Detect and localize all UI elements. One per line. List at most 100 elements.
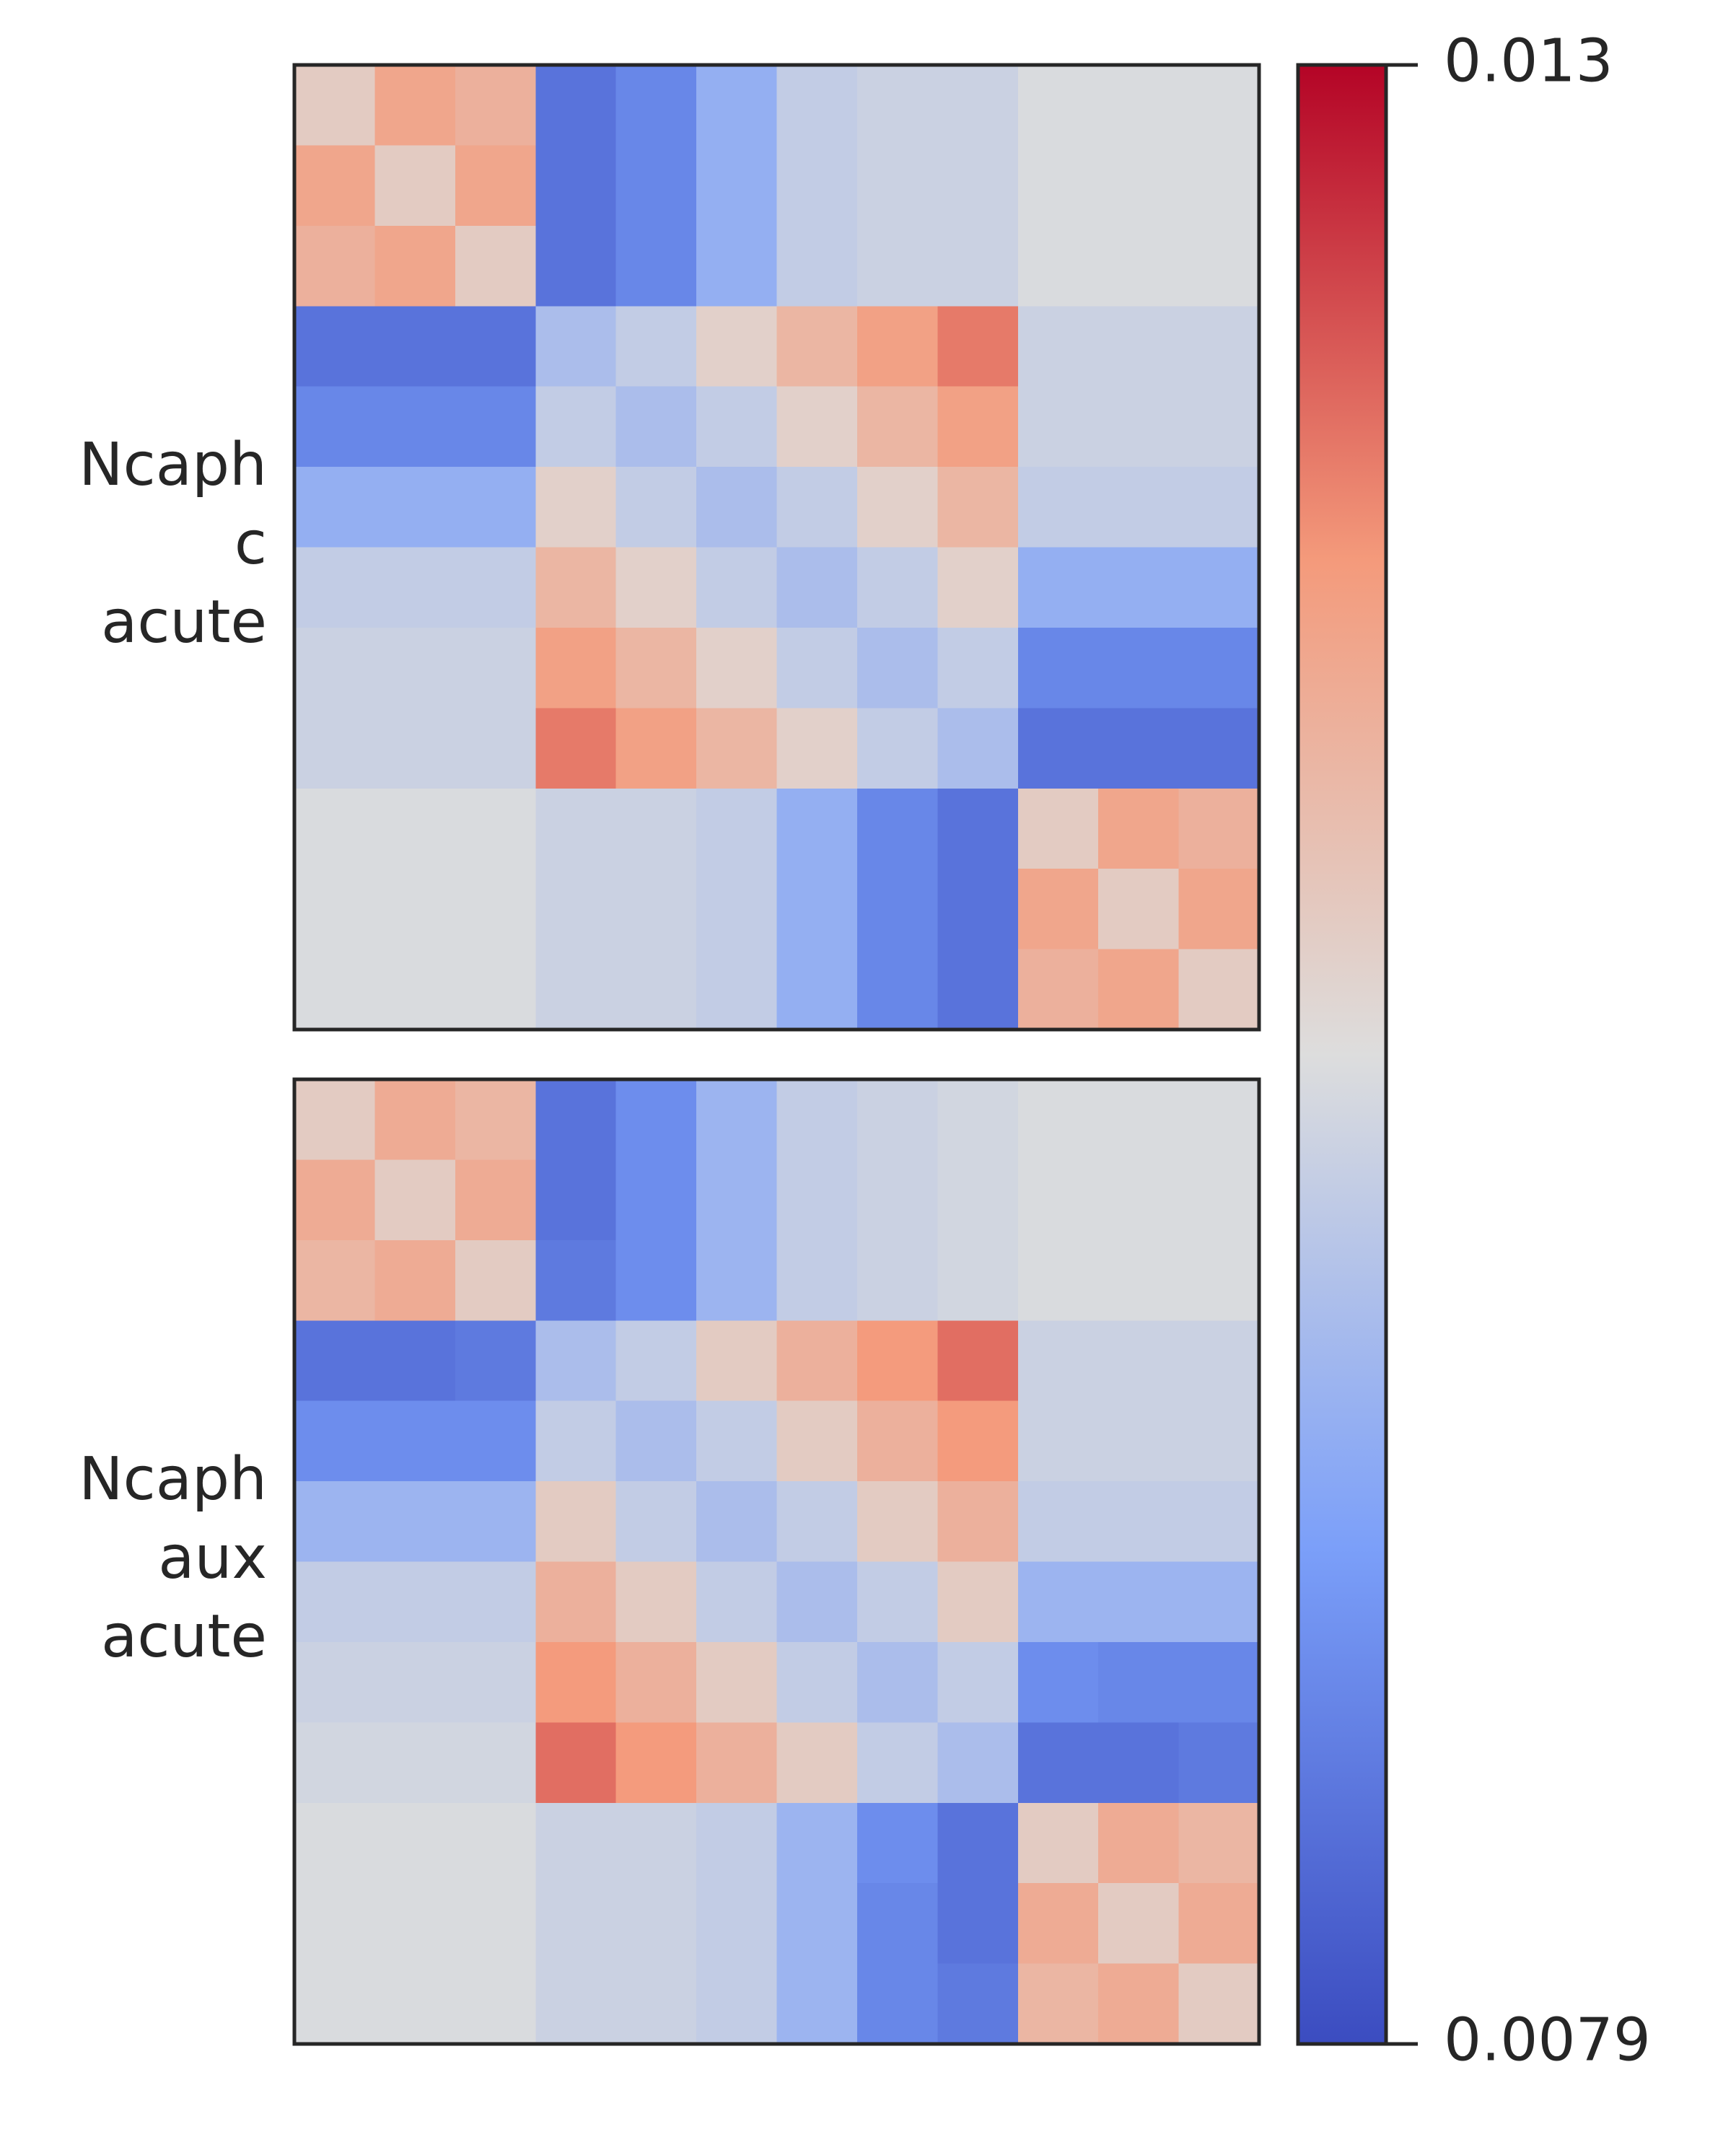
heatmap-cell	[535, 1159, 617, 1241]
heatmap-cell	[696, 225, 778, 307]
heatmap-cell	[1178, 1159, 1260, 1241]
panel-frame	[292, 63, 1261, 1032]
heatmap-cell	[1017, 1400, 1099, 1482]
heatmap-cell	[535, 1802, 617, 1884]
heatmap-cell	[615, 1079, 697, 1161]
heatmap-cell	[937, 1481, 1019, 1563]
heatmap-cell	[776, 386, 858, 468]
heatmap-cell	[294, 65, 376, 146]
heatmap-cell	[1098, 627, 1180, 709]
heatmap-cell	[1178, 1641, 1260, 1724]
heatmap-cell	[776, 869, 858, 950]
heatmap-cell	[856, 1239, 939, 1322]
heatmap-cell	[374, 1802, 456, 1884]
heatmap-cell	[455, 1641, 537, 1724]
heatmap-cell	[696, 627, 778, 709]
heatmap-cell	[1178, 1963, 1260, 2045]
heatmap-cell	[937, 1561, 1019, 1643]
heatmap-cell	[856, 1641, 939, 1724]
heatmap-cell	[1178, 386, 1260, 468]
heatmap-cell	[776, 306, 858, 387]
heatmap-cell	[615, 1802, 697, 1884]
heatmap-cell	[615, 1963, 697, 2045]
heatmap-cell	[856, 1400, 939, 1482]
heatmap-cell	[1098, 65, 1180, 146]
heatmap-cell	[1017, 65, 1099, 146]
heatmap-cell	[937, 1239, 1019, 1322]
heatmap-cell	[776, 1963, 858, 2045]
heatmap-cell	[535, 1641, 617, 1724]
heatmap-cell	[615, 1239, 697, 1322]
heatmap-cell	[696, 1883, 778, 1965]
heatmap-cell	[1178, 225, 1260, 307]
heatmap-cell	[1017, 1079, 1099, 1161]
heatmap-cell	[535, 1481, 617, 1563]
heatmap-cell	[1098, 1802, 1180, 1884]
row-label: aux	[158, 1524, 267, 1592]
heatmap-cell	[535, 627, 617, 709]
heatmap-cell	[776, 1079, 858, 1161]
heatmap-cell	[615, 65, 697, 146]
heatmap-cell	[696, 1400, 778, 1482]
colorbar-tick-label: 0.013	[1444, 27, 1613, 95]
heatmap-cell	[374, 1722, 456, 1804]
heatmap-cell	[937, 1802, 1019, 1884]
heatmap-cell	[1017, 225, 1099, 307]
heatmap-cell	[776, 225, 858, 307]
heatmap-cell	[294, 145, 376, 227]
heatmap-cell	[1098, 708, 1180, 789]
heatmap-cell	[696, 788, 778, 869]
heatmap-cell	[535, 145, 617, 227]
heatmap-cell	[374, 1641, 456, 1724]
heatmap-cell	[374, 869, 456, 950]
heatmap-cell	[1098, 949, 1180, 1030]
heatmap-cell	[455, 627, 537, 709]
heatmap-cell	[1098, 225, 1180, 307]
heatmap-cell	[615, 225, 697, 307]
row-label: Ncaph	[79, 1445, 267, 1514]
heatmap-cell	[1098, 788, 1180, 869]
heatmap-cell	[294, 1561, 376, 1643]
heatmap-cell	[1098, 1561, 1180, 1643]
heatmap-cell	[696, 1561, 778, 1643]
heatmap-cell	[1178, 1481, 1260, 1563]
heatmap-cell	[1178, 869, 1260, 950]
heatmap-cell	[856, 467, 939, 548]
heatmap-cell	[615, 386, 697, 468]
heatmap-cell	[615, 949, 697, 1030]
heatmap-cell	[374, 1320, 456, 1402]
heatmap-cell	[1178, 547, 1260, 628]
row-label: c	[234, 509, 267, 578]
heatmap-cell	[696, 1481, 778, 1563]
heatmap-cell	[856, 708, 939, 789]
heatmap-cell	[1017, 788, 1099, 869]
heatmap-cell	[294, 1239, 376, 1322]
heatmap-cell	[776, 1641, 858, 1724]
heatmap-cell	[294, 1963, 376, 2045]
heatmap-cell	[937, 1963, 1019, 2045]
heatmap-cell	[294, 708, 376, 789]
heatmap-cell	[294, 1722, 376, 1804]
heatmap-cell	[696, 145, 778, 227]
heatmap-cell	[455, 1400, 537, 1482]
heatmap-cell	[535, 869, 617, 950]
heatmap-cell	[1098, 1883, 1180, 1965]
heatmap-cell	[615, 869, 697, 950]
heatmap-cell	[615, 1481, 697, 1563]
heatmap-cell	[1098, 1400, 1180, 1482]
heatmap-cell	[1017, 1239, 1099, 1322]
heatmap-cell	[294, 1883, 376, 1965]
heatmap-cell	[937, 1320, 1019, 1402]
heatmap-cell	[374, 1963, 456, 2045]
heatmap-cell	[776, 627, 858, 709]
heatmap-cell	[1098, 386, 1180, 468]
heatmap-cell	[294, 306, 376, 387]
heatmap-cell	[535, 949, 617, 1030]
heatmap-cell	[696, 467, 778, 548]
heatmap-cell	[856, 1963, 939, 2045]
heatmap-cell	[294, 949, 376, 1030]
heatmap-cell	[294, 225, 376, 307]
heatmap-cell	[1178, 1079, 1260, 1161]
heatmap-cell	[615, 627, 697, 709]
